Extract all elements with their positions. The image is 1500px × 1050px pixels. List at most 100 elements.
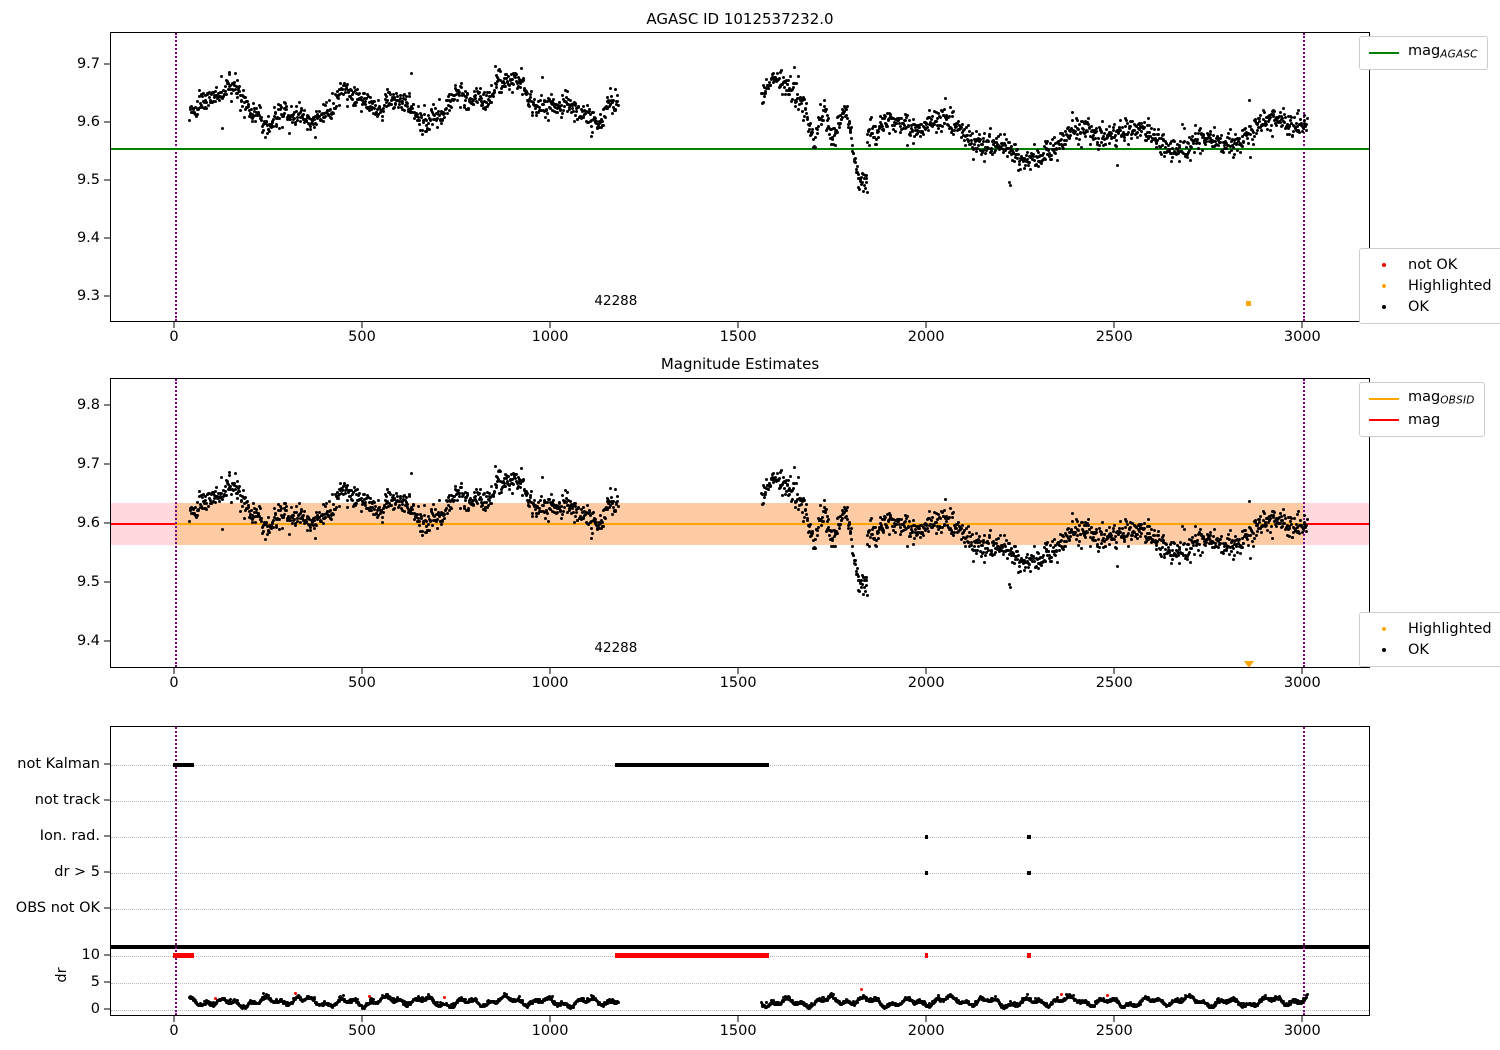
data-point	[360, 102, 364, 106]
data-point	[250, 108, 254, 112]
data-point	[912, 122, 916, 126]
data-point	[295, 109, 299, 113]
data-point	[777, 78, 781, 82]
legend-classes-2-item-1[interactable]: OK	[1369, 639, 1492, 660]
highlighted-point-0[interactable]	[1246, 301, 1252, 307]
data-point	[1033, 143, 1037, 147]
data-point	[279, 113, 283, 117]
data-point	[344, 85, 348, 89]
data-point	[502, 79, 506, 83]
data-point	[963, 143, 967, 147]
data-point	[353, 88, 357, 92]
data-point	[346, 483, 350, 487]
data-point	[1199, 126, 1203, 130]
data-point	[818, 103, 822, 107]
data-point	[1062, 548, 1066, 552]
data-point	[582, 115, 585, 119]
data-point	[313, 114, 317, 118]
data-point	[772, 471, 776, 475]
data-point	[561, 109, 565, 113]
data-point	[608, 86, 612, 90]
data-point	[933, 122, 937, 126]
data-point	[334, 94, 338, 98]
data-point	[1242, 140, 1246, 144]
legend-mag-lines-item-0[interactable]: magOBSID	[1369, 388, 1475, 409]
data-point	[796, 75, 800, 79]
data-point	[490, 501, 494, 505]
data-point	[188, 108, 192, 112]
data-point	[600, 120, 604, 124]
data-point	[799, 96, 803, 100]
data-point	[422, 112, 426, 116]
data-point	[903, 123, 907, 127]
data-point	[235, 496, 239, 500]
dr-plot-area[interactable]	[110, 946, 1370, 1016]
data-point	[267, 129, 271, 133]
data-point	[1104, 544, 1108, 548]
data-point	[213, 500, 217, 504]
magnitudes-plot-area[interactable]	[110, 32, 1370, 322]
data-point	[490, 100, 494, 104]
legend-classes-1-item-0[interactable]: not OK	[1369, 254, 1492, 275]
data-point	[303, 120, 307, 124]
legend-point-classes-panel2[interactable]: Highlighted OK	[1359, 612, 1500, 667]
data-point	[846, 116, 850, 120]
data-point	[1089, 143, 1093, 147]
legend-classes-1-item-2[interactable]: OK	[1369, 296, 1492, 317]
data-point	[1018, 570, 1022, 574]
data-point	[527, 97, 531, 101]
data-point	[932, 110, 936, 114]
data-point	[942, 113, 946, 117]
legend-mag-agasc-item-0[interactable]: magAGASC	[1369, 42, 1478, 63]
data-point	[579, 114, 583, 118]
data-point	[283, 101, 287, 105]
data-point	[504, 73, 508, 77]
data-point	[429, 118, 433, 122]
data-point	[402, 93, 406, 97]
data-point	[1116, 565, 1120, 569]
data-point	[431, 523, 435, 527]
data-point	[591, 130, 595, 134]
data-point	[276, 102, 280, 106]
data-point	[1198, 152, 1202, 156]
data-point	[223, 489, 227, 493]
legend-classes-2-label-1: OK	[1408, 641, 1429, 658]
data-point	[1243, 528, 1247, 532]
data-point	[453, 84, 457, 88]
flag-marker	[924, 835, 929, 839]
data-point	[912, 141, 916, 145]
legend-mag-agasc[interactable]: magAGASC	[1359, 36, 1488, 70]
data-point	[845, 105, 849, 109]
data-point	[978, 133, 982, 137]
data-point	[418, 122, 422, 126]
data-point	[1270, 536, 1274, 540]
highlighted-clipped-marker[interactable]	[1243, 661, 1254, 667]
legend-mag-lines[interactable]: magOBSID mag	[1359, 382, 1485, 437]
data-point	[791, 86, 795, 90]
data-point	[247, 505, 251, 509]
data-point	[899, 517, 903, 521]
flags-plot-area[interactable]	[110, 726, 1370, 946]
data-point	[385, 94, 389, 98]
data-point	[808, 124, 812, 128]
data-point	[1033, 544, 1037, 548]
data-point	[858, 177, 862, 181]
magnitude-estimates-plot-area[interactable]	[110, 378, 1370, 668]
data-point	[386, 87, 390, 91]
legend-mag-lines-item-1[interactable]: mag	[1369, 409, 1475, 430]
data-point	[771, 80, 775, 84]
data-point	[1109, 132, 1113, 136]
data-point	[804, 513, 808, 517]
data-point	[1297, 108, 1301, 112]
legend-classes-1-item-1[interactable]: Highlighted	[1369, 275, 1492, 296]
data-point	[561, 509, 565, 513]
data-point	[927, 115, 931, 119]
data-point	[481, 107, 485, 111]
data-point	[217, 99, 221, 103]
data-point	[605, 106, 609, 110]
data-point	[839, 113, 843, 117]
data-point	[1115, 139, 1119, 143]
legend-classes-2-item-0[interactable]: Highlighted	[1369, 618, 1492, 639]
data-point	[782, 75, 786, 79]
legend-point-classes-panel1[interactable]: not OK Highlighted OK	[1359, 248, 1500, 324]
